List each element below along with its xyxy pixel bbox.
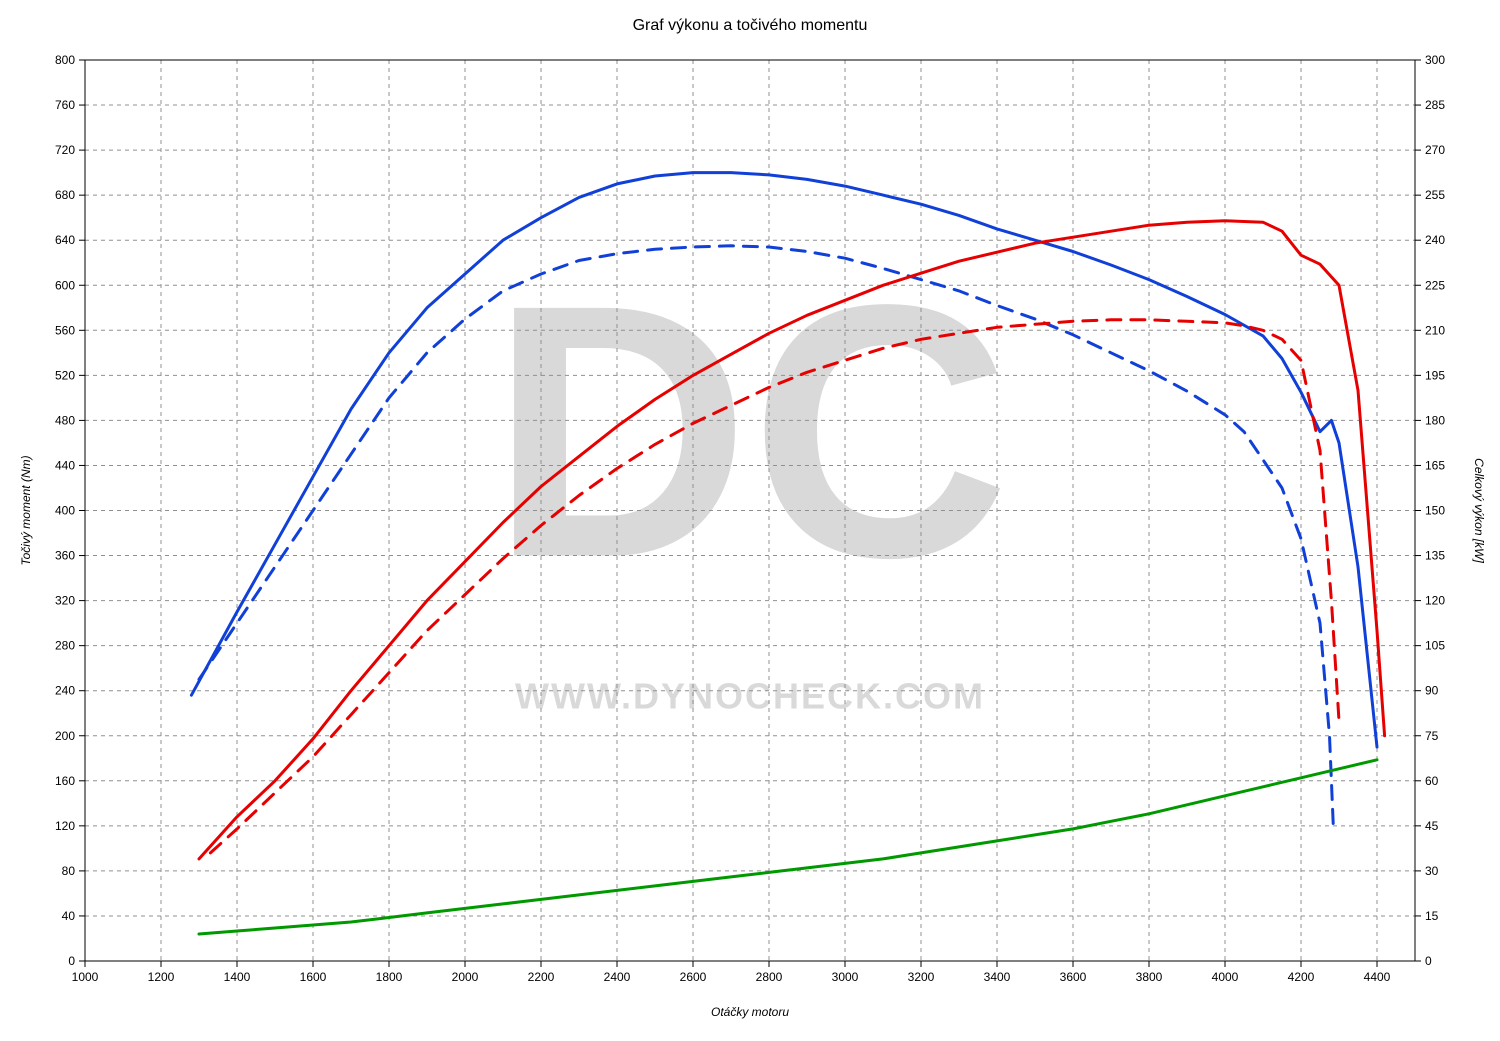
dyno-chart: DCWWW.DYNOCHECK.COM100012001400160018002… bbox=[0, 0, 1500, 1041]
y-right-tick-label: 240 bbox=[1425, 233, 1445, 247]
y-right-tick-label: 285 bbox=[1425, 98, 1445, 112]
x-tick-label: 3600 bbox=[1060, 970, 1087, 984]
x-axis-label: Otáčky motoru bbox=[711, 1005, 789, 1019]
y-left-tick-label: 320 bbox=[55, 594, 75, 608]
y-left-tick-label: 800 bbox=[55, 53, 75, 67]
y-right-tick-label: 15 bbox=[1425, 909, 1439, 923]
y-left-tick-label: 520 bbox=[55, 368, 75, 382]
y-left-tick-label: 680 bbox=[55, 188, 75, 202]
svg-text:WWW.DYNOCHECK.COM: WWW.DYNOCHECK.COM bbox=[515, 676, 985, 717]
y-right-tick-label: 0 bbox=[1425, 954, 1432, 968]
y-left-tick-label: 80 bbox=[62, 864, 76, 878]
y-right-tick-label: 45 bbox=[1425, 819, 1439, 833]
y-right-tick-label: 300 bbox=[1425, 53, 1445, 67]
x-tick-label: 3400 bbox=[984, 970, 1011, 984]
y-right-tick-label: 75 bbox=[1425, 729, 1439, 743]
y-left-tick-label: 360 bbox=[55, 549, 75, 563]
x-tick-label: 2000 bbox=[452, 970, 479, 984]
x-tick-label: 2600 bbox=[680, 970, 707, 984]
y-left-axis-label: Točivý moment (Nm) bbox=[19, 455, 33, 565]
y-left-tick-label: 480 bbox=[55, 413, 75, 427]
y-right-tick-label: 255 bbox=[1425, 188, 1445, 202]
x-tick-label: 2400 bbox=[604, 970, 631, 984]
y-left-tick-label: 720 bbox=[55, 143, 75, 157]
y-left-tick-label: 0 bbox=[68, 954, 75, 968]
x-tick-label: 1000 bbox=[72, 970, 99, 984]
y-left-tick-label: 400 bbox=[55, 504, 75, 518]
y-right-tick-label: 165 bbox=[1425, 458, 1445, 472]
y-left-tick-label: 600 bbox=[55, 278, 75, 292]
x-tick-label: 1200 bbox=[148, 970, 175, 984]
x-tick-label: 4200 bbox=[1288, 970, 1315, 984]
y-right-tick-label: 195 bbox=[1425, 368, 1445, 382]
x-tick-label: 2200 bbox=[528, 970, 555, 984]
y-right-tick-label: 60 bbox=[1425, 774, 1439, 788]
y-right-tick-label: 225 bbox=[1425, 278, 1445, 292]
y-right-tick-label: 180 bbox=[1425, 413, 1445, 427]
y-left-tick-label: 440 bbox=[55, 458, 75, 472]
y-left-tick-label: 760 bbox=[55, 98, 75, 112]
y-left-tick-label: 120 bbox=[55, 819, 75, 833]
svg-text:DC: DC bbox=[490, 231, 1010, 633]
x-tick-label: 4400 bbox=[1364, 970, 1391, 984]
y-left-tick-label: 40 bbox=[62, 909, 76, 923]
y-right-tick-label: 90 bbox=[1425, 684, 1439, 698]
y-left-tick-label: 160 bbox=[55, 774, 75, 788]
x-tick-label: 1600 bbox=[300, 970, 327, 984]
y-right-tick-label: 30 bbox=[1425, 864, 1439, 878]
y-right-tick-label: 210 bbox=[1425, 323, 1445, 337]
x-tick-label: 3000 bbox=[832, 970, 859, 984]
x-tick-label: 1800 bbox=[376, 970, 403, 984]
y-left-tick-label: 280 bbox=[55, 639, 75, 653]
x-tick-label: 1400 bbox=[224, 970, 251, 984]
y-right-tick-label: 270 bbox=[1425, 143, 1445, 157]
y-right-tick-label: 105 bbox=[1425, 639, 1445, 653]
x-tick-label: 3800 bbox=[1136, 970, 1163, 984]
x-tick-label: 2800 bbox=[756, 970, 783, 984]
y-right-tick-label: 150 bbox=[1425, 504, 1445, 518]
y-left-tick-label: 640 bbox=[55, 233, 75, 247]
x-tick-label: 3200 bbox=[908, 970, 935, 984]
y-right-tick-label: 135 bbox=[1425, 549, 1445, 563]
y-left-tick-label: 240 bbox=[55, 684, 75, 698]
y-right-tick-label: 120 bbox=[1425, 594, 1445, 608]
x-tick-label: 4000 bbox=[1212, 970, 1239, 984]
y-right-axis-label: Celkový výkon [kW] bbox=[1472, 458, 1486, 563]
y-left-tick-label: 200 bbox=[55, 729, 75, 743]
chart-title: Graf výkonu a točivého momentu bbox=[633, 17, 868, 34]
y-left-tick-label: 560 bbox=[55, 323, 75, 337]
